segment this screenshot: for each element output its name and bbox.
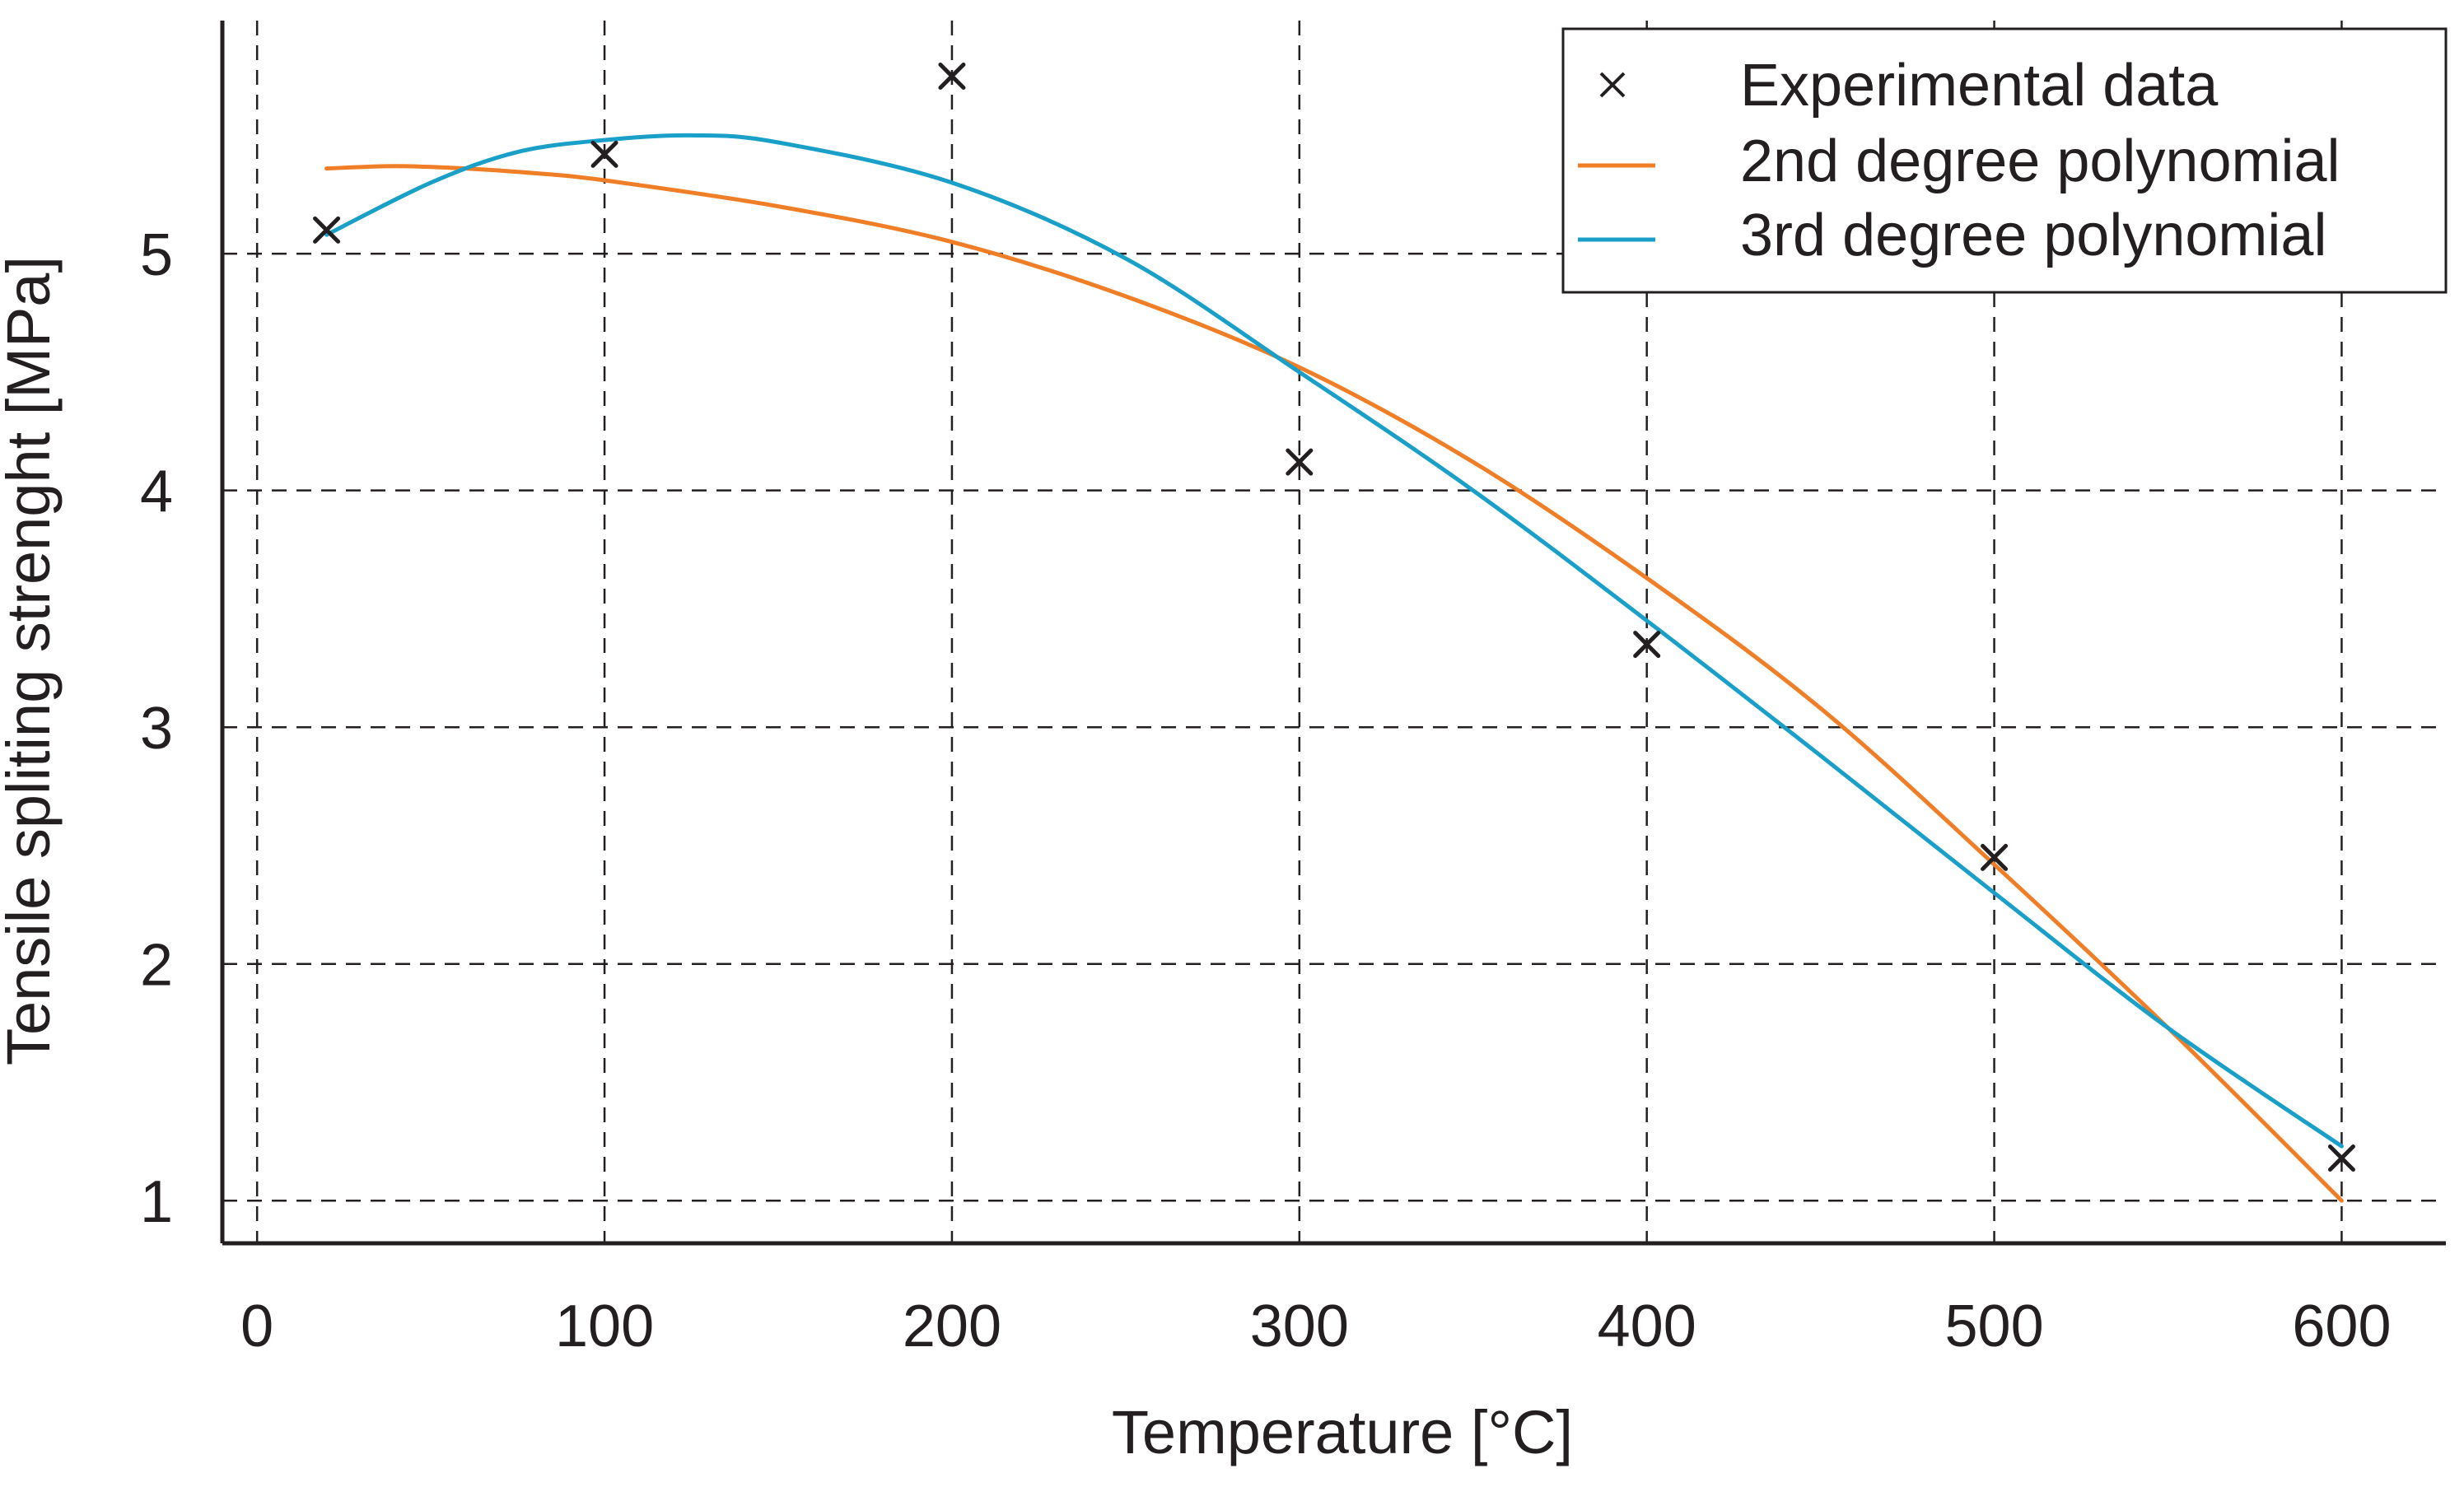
x-tick-label: 100	[555, 1294, 654, 1359]
legend-item-3rd-degree: 3rd degree polynomial	[1578, 203, 2326, 268]
y-axis-label: Tensile spliting strenght [MPa]	[0, 256, 63, 1065]
data-point	[1981, 843, 2009, 871]
legend-label: Experimental data	[1740, 53, 2219, 119]
x-tick-label: 500	[1944, 1294, 2043, 1359]
data-point	[313, 216, 341, 244]
x-tick-label: 200	[903, 1294, 1001, 1359]
x-tick-label: 600	[2292, 1294, 2391, 1359]
y-tick-label: 3	[140, 696, 173, 762]
plot-area	[313, 63, 2355, 1203]
legend-item-experimental: Experimental data	[1599, 53, 2219, 119]
data-point	[590, 140, 618, 168]
y-tick-label: 1	[140, 1169, 173, 1235]
legend: Experimental data 2nd degree polynomial …	[1561, 27, 2448, 294]
y-tick-label: 2	[140, 933, 173, 999]
legend-label: 3rd degree polynomial	[1740, 203, 2326, 268]
tick-labels: 0 100 200 300 400 500 600 1 2 3 4 5	[140, 222, 2392, 1359]
legend-item-2nd-degree: 2nd degree polynomial	[1578, 128, 2340, 194]
data-point	[938, 63, 966, 91]
y-tick-label: 5	[140, 222, 173, 288]
data-point	[1286, 448, 1314, 476]
x-tick-label: 400	[1598, 1294, 1696, 1359]
x-tick-label: 0	[240, 1294, 273, 1359]
axes	[220, 21, 2446, 1246]
grid	[222, 21, 2446, 1243]
legend-box	[1561, 27, 2448, 294]
data-point	[2327, 1144, 2355, 1172]
axis-labels: Temperature [°C] Tensile spliting streng…	[0, 256, 1573, 1466]
series-line-2nd-degree	[324, 164, 2344, 1203]
x-tick-label: 300	[1250, 1294, 1349, 1359]
x-axis-label: Temperature [°C]	[1112, 1398, 1573, 1466]
y-tick-label: 4	[140, 459, 173, 525]
series-line-3rd-degree	[324, 133, 2344, 1149]
legend-label: 2nd degree polynomial	[1740, 128, 2340, 194]
legend-marker-x-icon	[1599, 72, 1626, 98]
data-point	[1633, 631, 1661, 659]
